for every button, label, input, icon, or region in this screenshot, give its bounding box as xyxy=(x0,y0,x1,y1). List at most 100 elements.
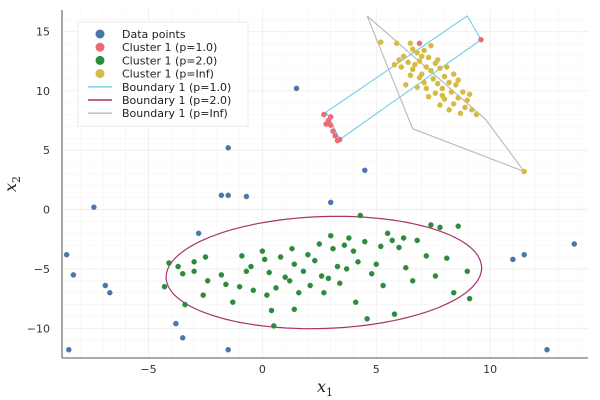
cluster-point-p2 xyxy=(444,255,450,261)
cluster-point-p2 xyxy=(259,248,266,254)
cluster-point-p2 xyxy=(403,264,409,271)
cluster-point-p2 xyxy=(334,263,341,270)
y-tick-label: 15 xyxy=(36,25,50,38)
cluster-point-p2 xyxy=(202,254,209,260)
x-axis-label: x1 xyxy=(317,377,333,399)
cluster-point-pinf xyxy=(416,58,423,64)
cluster-point-p2 xyxy=(204,278,211,284)
data-point xyxy=(195,230,202,237)
data-point xyxy=(225,346,231,353)
y-tick-label: 0 xyxy=(43,204,50,217)
cluster-point-p1 xyxy=(337,136,343,143)
cluster-point-p2 xyxy=(437,224,443,231)
cluster-point-p2 xyxy=(161,283,168,290)
cluster-point-pinf xyxy=(416,74,423,81)
cluster-point-p2 xyxy=(282,274,288,280)
cluster-point-p2 xyxy=(318,273,325,279)
cluster-point-pinf xyxy=(446,107,452,113)
cluster-point-p1 xyxy=(478,36,484,43)
cluster-point-pinf xyxy=(425,54,432,61)
cluster-point-pinf xyxy=(393,40,400,47)
cluster-point-pinf xyxy=(430,76,436,82)
cluster-point-pinf xyxy=(453,82,459,88)
cluster-point-p2 xyxy=(230,299,236,305)
legend-marker-pinf xyxy=(95,69,105,79)
cluster-point-pinf xyxy=(448,89,455,95)
data-point xyxy=(173,320,179,327)
legend-marker-p2 xyxy=(95,55,105,65)
cluster-point-p2 xyxy=(466,295,473,302)
cluster-point-pinf xyxy=(407,72,414,79)
y-tick-label: 5 xyxy=(43,144,50,157)
cluster-point-p2 xyxy=(305,251,311,258)
cluster-point-p2 xyxy=(312,257,318,264)
data-point xyxy=(66,346,72,353)
data-point xyxy=(218,192,225,199)
cluster-point-p2 xyxy=(175,263,181,270)
cluster-point-p2 xyxy=(273,285,279,291)
legend-label: Boundary 1 (p=1.0) xyxy=(122,81,231,94)
cluster-point-pinf xyxy=(428,67,434,74)
cluster-point-p2 xyxy=(423,253,430,259)
cluster-point-pinf xyxy=(414,84,420,90)
cluster-point-p2 xyxy=(362,238,368,245)
cluster-point-pinf xyxy=(437,65,443,71)
cluster-point-pinf xyxy=(428,42,434,49)
cluster-point-p2 xyxy=(389,237,395,244)
cluster-point-pinf xyxy=(466,91,473,98)
cluster-point-p2 xyxy=(346,235,352,241)
cluster-point-p1 xyxy=(327,122,334,128)
cluster-point-p2 xyxy=(271,323,277,329)
cluster-point-pinf xyxy=(391,61,398,68)
cluster-point-pinf xyxy=(378,39,384,45)
cluster-point-pinf xyxy=(521,168,527,175)
legend-marker-data xyxy=(95,29,105,39)
legend-label: Cluster 1 (p=1.0) xyxy=(122,41,217,54)
legend-label: Boundary 1 (p=2.0) xyxy=(122,94,231,107)
cluster-point-p2 xyxy=(239,253,245,259)
cluster-point-p2 xyxy=(396,244,402,251)
cluster-point-p2 xyxy=(428,222,434,228)
data-point xyxy=(63,251,70,258)
boundary-p2-ellipse xyxy=(165,215,483,330)
cluster-point-pinf xyxy=(460,89,466,95)
cluster-point-p1 xyxy=(321,111,327,118)
cluster-point-p2 xyxy=(182,301,188,308)
cluster-point-pinf xyxy=(423,64,430,70)
cluster-point-p2 xyxy=(266,269,272,276)
data-point xyxy=(362,167,368,174)
legend-label: Cluster 1 (p=2.0) xyxy=(122,54,217,67)
cluster-point-p1 xyxy=(330,128,336,134)
cluster-point-p2 xyxy=(368,270,375,277)
cluster-point-p2 xyxy=(179,270,186,277)
cluster-point-pinf xyxy=(407,40,414,47)
x-tick-label: 0 xyxy=(259,363,266,376)
x-tick-label: 5 xyxy=(373,363,380,376)
data-point xyxy=(510,256,516,263)
cluster-point-pinf xyxy=(457,110,464,117)
cluster-point-p2 xyxy=(277,254,284,260)
cluster-point-pinf xyxy=(434,80,441,87)
data-point xyxy=(544,346,550,353)
cluster-point-p2 xyxy=(391,311,398,317)
cluster-point-p2 xyxy=(357,212,364,219)
data-point xyxy=(293,85,300,92)
cluster-point-pinf xyxy=(421,47,427,54)
cluster-point-pinf xyxy=(473,111,480,118)
cluster-point-pinf xyxy=(425,93,432,100)
cluster-point-pinf xyxy=(450,71,457,77)
data-point xyxy=(70,272,77,278)
cluster-point-p2 xyxy=(432,273,439,279)
cluster-point-p2 xyxy=(286,278,293,284)
cluster-point-p2 xyxy=(218,272,225,278)
data-point xyxy=(102,282,109,289)
cluster-point-p1 xyxy=(327,114,334,120)
cluster-point-pinf xyxy=(446,79,452,86)
cluster-point-pinf xyxy=(409,66,416,73)
cluster-point-p2 xyxy=(236,283,243,290)
cluster-point-p2 xyxy=(384,230,391,237)
cluster-point-p2 xyxy=(223,281,229,288)
